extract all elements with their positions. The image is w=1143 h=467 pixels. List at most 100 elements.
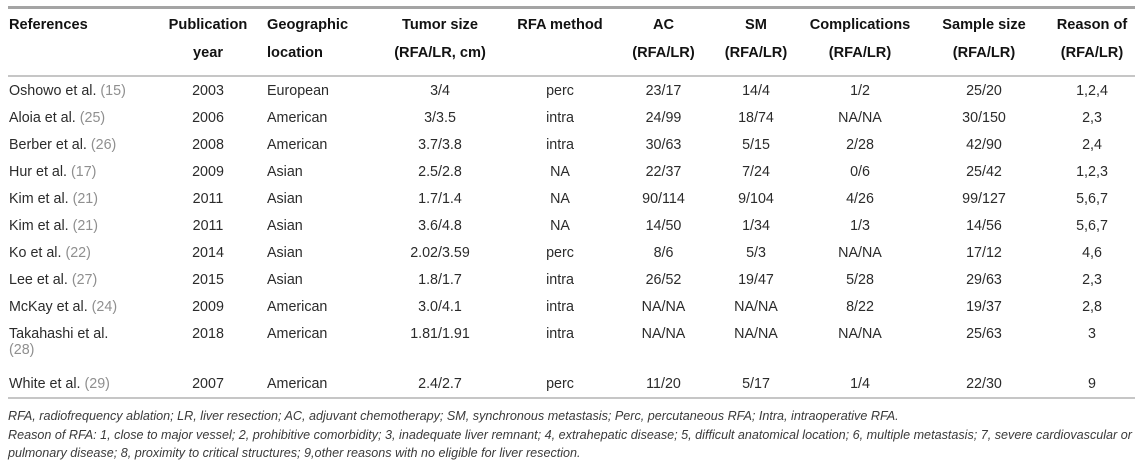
cell-reason: 2,3	[1082, 110, 1102, 126]
cell-complications: 1/2	[850, 83, 870, 99]
cell-tumor-size: 1.8/1.7	[418, 272, 462, 288]
cell-reason: 9	[1049, 370, 1135, 399]
cell-tumor-size: 3/3.5	[424, 110, 456, 126]
header-line: (RFA/LR, cm)	[394, 45, 486, 61]
table-row: Takahashi et al. (28) 2018 American 1.81…	[8, 320, 1135, 370]
table-row: Berber et al. (26) 2008 American 3.7/3.8…	[8, 131, 1135, 158]
header-line: Complications	[809, 17, 911, 33]
header-line: year	[192, 45, 224, 61]
col-header-complications: Complications (RFA/LR)	[801, 7, 919, 77]
cell-tumor-size: 2.5/2.8	[418, 164, 462, 180]
cell-reason: 5,6,7	[1076, 218, 1108, 234]
cell-reference: McKay et al. (24)	[8, 293, 158, 320]
cell-tumor-size: 3/4	[430, 83, 450, 99]
cell-rfa-method: perc	[546, 83, 574, 99]
cell-location: Asian	[267, 164, 303, 180]
citation-link[interactable]: (21)	[72, 218, 99, 234]
cell-reason: 1,2,4	[1076, 83, 1108, 99]
cell-complications: NA/NA	[838, 245, 882, 261]
reference-author: Oshowo et al.	[9, 83, 97, 99]
table-row: McKay et al. (24) 2009 American 3.0/4.1 …	[8, 293, 1135, 320]
cell-rfa-method: perc	[504, 370, 616, 399]
cell-reason: 5,6,7	[1076, 191, 1108, 207]
reference-author: Hur et al.	[9, 164, 68, 180]
cell-year: 2009	[192, 164, 224, 180]
footnote-abbreviations: RFA, radiofrequency ablation; LR, liver …	[8, 409, 899, 423]
cell-sample-size: 14/56	[966, 218, 1002, 234]
cell-complications: NA/NA	[838, 110, 882, 126]
cell-reason: 2,8	[1082, 299, 1102, 315]
header-line: Geographic	[267, 17, 349, 33]
header-line: References	[9, 17, 88, 33]
cell-year: 2018	[192, 326, 224, 342]
cell-ac: 90/114	[642, 191, 685, 207]
citation-link[interactable]: (21)	[72, 191, 99, 207]
header-line: Publication	[168, 17, 248, 33]
table-row: Hur et al. (17) 2009 Asian 2.5/2.8 NA 22…	[8, 158, 1135, 185]
header-line: Tumor size	[402, 17, 478, 33]
header-line: (RFA/LR)	[1060, 45, 1124, 61]
cell-location: European	[267, 83, 330, 99]
cell-sm: 7/24	[742, 164, 770, 180]
citation-link[interactable]: (28)	[9, 342, 35, 358]
reference-author: Ko et al.	[9, 245, 62, 261]
reference-author: White et al.	[9, 376, 81, 392]
cell-complications: 4/26	[846, 191, 874, 207]
cell-reason: 4,6	[1082, 245, 1102, 261]
col-header-ac: AC (RFA/LR)	[616, 7, 711, 77]
cell-complications: 2/28	[846, 137, 874, 153]
cell-tumor-size: 2.4/2.7	[376, 370, 504, 399]
cell-ac: 11/20	[616, 370, 711, 399]
header-line: (RFA/LR)	[952, 45, 1016, 61]
cell-location: American	[258, 370, 376, 399]
cell-ac: 23/17	[645, 83, 682, 99]
citation-link[interactable]: (26)	[90, 137, 117, 153]
cell-year: 2009	[192, 299, 224, 315]
citation-link[interactable]: (15)	[100, 83, 126, 99]
table-row: Oshowo et al. (15) 2003 European 3/4 per…	[8, 76, 1135, 104]
table-body: Oshowo et al. (15) 2003 European 3/4 per…	[8, 76, 1135, 399]
cell-reference: Berber et al. (26)	[8, 131, 158, 158]
cell-ac: NA/NA	[641, 299, 686, 315]
cell-reference: Hur et al. (17)	[8, 158, 158, 185]
cell-year: 2015	[192, 272, 224, 288]
reference-author: Lee et al.	[9, 272, 68, 288]
citation-link[interactable]: (29)	[84, 376, 110, 392]
table-row: Kim et al. (21) 2011 Asian 1.7/1.4 NA 90…	[8, 185, 1135, 212]
cell-ac: 8/6	[653, 245, 674, 261]
col-header-reason-of: Reason of (RFA/LR)	[1049, 7, 1135, 77]
cell-sm: 5/3	[746, 245, 766, 261]
citation-link[interactable]: (17)	[71, 164, 97, 180]
citation-link[interactable]: (27)	[71, 272, 98, 288]
cell-sample-size: 30/150	[962, 110, 1006, 126]
cell-rfa-method: intra	[546, 137, 574, 153]
header-row: References Publication year Geographic l…	[8, 7, 1135, 77]
cell-reason: 3	[1088, 326, 1096, 342]
cell-tumor-size: 1.81/1.91	[410, 326, 470, 342]
table-row: White et al. (29) 2007 American 2.4/2.7 …	[8, 370, 1135, 399]
cell-year: 2011	[192, 191, 224, 207]
cell-reference: Ko et al. (22)	[8, 239, 158, 266]
reference-author: Takahashi et al.	[9, 326, 109, 342]
cell-complications: 0/6	[850, 164, 870, 180]
header-line: location	[267, 45, 323, 61]
col-header-tumor-size: Tumor size (RFA/LR, cm)	[376, 7, 504, 77]
citation-link[interactable]: (25)	[79, 110, 106, 126]
cell-complications: 1/4	[801, 370, 919, 399]
cell-year: 2008	[192, 137, 224, 153]
cell-sample-size: 25/20	[966, 83, 1002, 99]
cell-sm: 9/104	[738, 191, 774, 207]
header-line: Sample size	[942, 17, 1026, 33]
cell-complications: 8/22	[846, 299, 874, 315]
cell-location: American	[267, 137, 328, 153]
cell-sample-size: 22/30	[919, 370, 1049, 399]
cell-rfa-method: intra	[546, 326, 574, 342]
cell-sample-size: 17/12	[966, 245, 1002, 261]
cell-rfa-method: perc	[546, 245, 574, 261]
header-line: RFA method	[517, 17, 603, 33]
table-footnotes: RFA, radiofrequency ablation; LR, liver …	[8, 407, 1135, 463]
cell-complications: 1/3	[850, 218, 870, 234]
citation-link[interactable]: (24)	[91, 299, 118, 315]
citation-link[interactable]: (22)	[65, 245, 91, 261]
cell-complications: NA/NA	[838, 326, 882, 342]
